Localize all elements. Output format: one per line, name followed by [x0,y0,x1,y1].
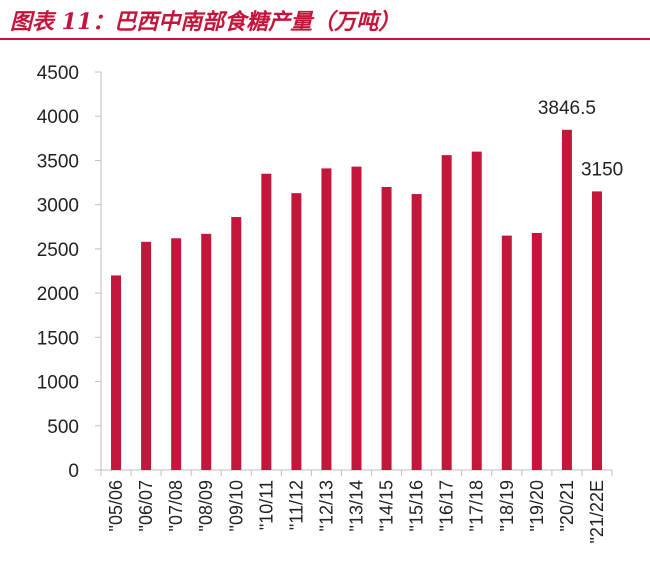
data-label: 3846.5 [538,98,596,119]
x-tick-label: "11/12 [286,480,306,530]
x-tick-label: "12/13 [316,480,336,531]
y-tick-label: 500 [47,417,79,438]
x-tick-label: "09/10 [226,480,246,531]
y-tick-label: 3000 [37,196,79,217]
x-tick-label: "06/07 [136,480,156,531]
x-tick-label: "05/06 [106,480,126,531]
x-tick-label: "07/08 [166,480,186,531]
y-tick-label: 1000 [37,373,79,394]
bar [381,186,392,470]
bar [141,241,152,470]
data-label: 3150 [581,159,623,180]
x-tick-label: "19/20 [527,480,547,531]
bar [591,191,602,470]
bar [441,155,452,471]
x-tick-label: "15/16 [407,480,427,531]
x-axis: "05/06 "06/07 "07/08 "08/09 "09/10 "10/11 "11/… [100,469,613,543]
y-tick-label: 3500 [37,151,79,172]
x-tick-label: "21/22E [587,480,607,543]
y-tick-label: 1500 [37,328,79,349]
x-tick-label: "16/17 [437,480,457,531]
bar [291,193,302,470]
bar-series [111,129,602,471]
chart-title: 图表 11：巴西中南部食糖产量（万吨） [10,9,401,35]
y-tick-label: 2500 [37,240,79,261]
data-labels: 3846.5 3150 [538,98,623,181]
x-tick-label: "20/21 [557,480,577,531]
x-tick-label: "17/18 [467,480,487,531]
bar [111,275,122,470]
x-tick-label: "08/09 [196,480,216,531]
bar [201,233,212,470]
y-tick-label: 2000 [37,284,79,305]
bar [411,194,422,470]
bar [471,151,482,470]
bar [561,129,572,470]
bar [171,238,182,470]
x-tick-label: "10/11 [256,480,276,530]
bar [501,235,512,470]
title-bar: 图表 11：巴西中南部食糖产量（万吨） [0,0,650,40]
bar [531,232,542,470]
bar [261,173,272,470]
y-tick-label: 0 [68,461,79,482]
y-tick-label: 4500 [37,63,79,84]
bar [351,166,362,470]
y-tick-label: 4000 [37,107,79,128]
x-tick-label: "14/15 [377,480,397,531]
x-tick-label: "18/19 [497,480,517,531]
bar [231,217,242,470]
y-axis: 0 500 1000 1500 2000 2500 3000 3500 4000 4500 [37,63,102,482]
x-tick-label: "13/14 [347,480,367,531]
bar [321,168,332,470]
